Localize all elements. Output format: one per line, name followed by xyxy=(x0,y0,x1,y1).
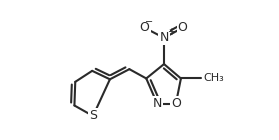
Text: N: N xyxy=(159,31,169,44)
Text: O: O xyxy=(140,21,150,34)
Text: +: + xyxy=(167,27,175,38)
Text: CH₃: CH₃ xyxy=(203,74,224,83)
Text: −: − xyxy=(145,17,153,27)
Text: O: O xyxy=(178,21,187,34)
Text: N: N xyxy=(153,97,162,110)
Text: O: O xyxy=(171,97,181,110)
Text: S: S xyxy=(89,109,97,122)
